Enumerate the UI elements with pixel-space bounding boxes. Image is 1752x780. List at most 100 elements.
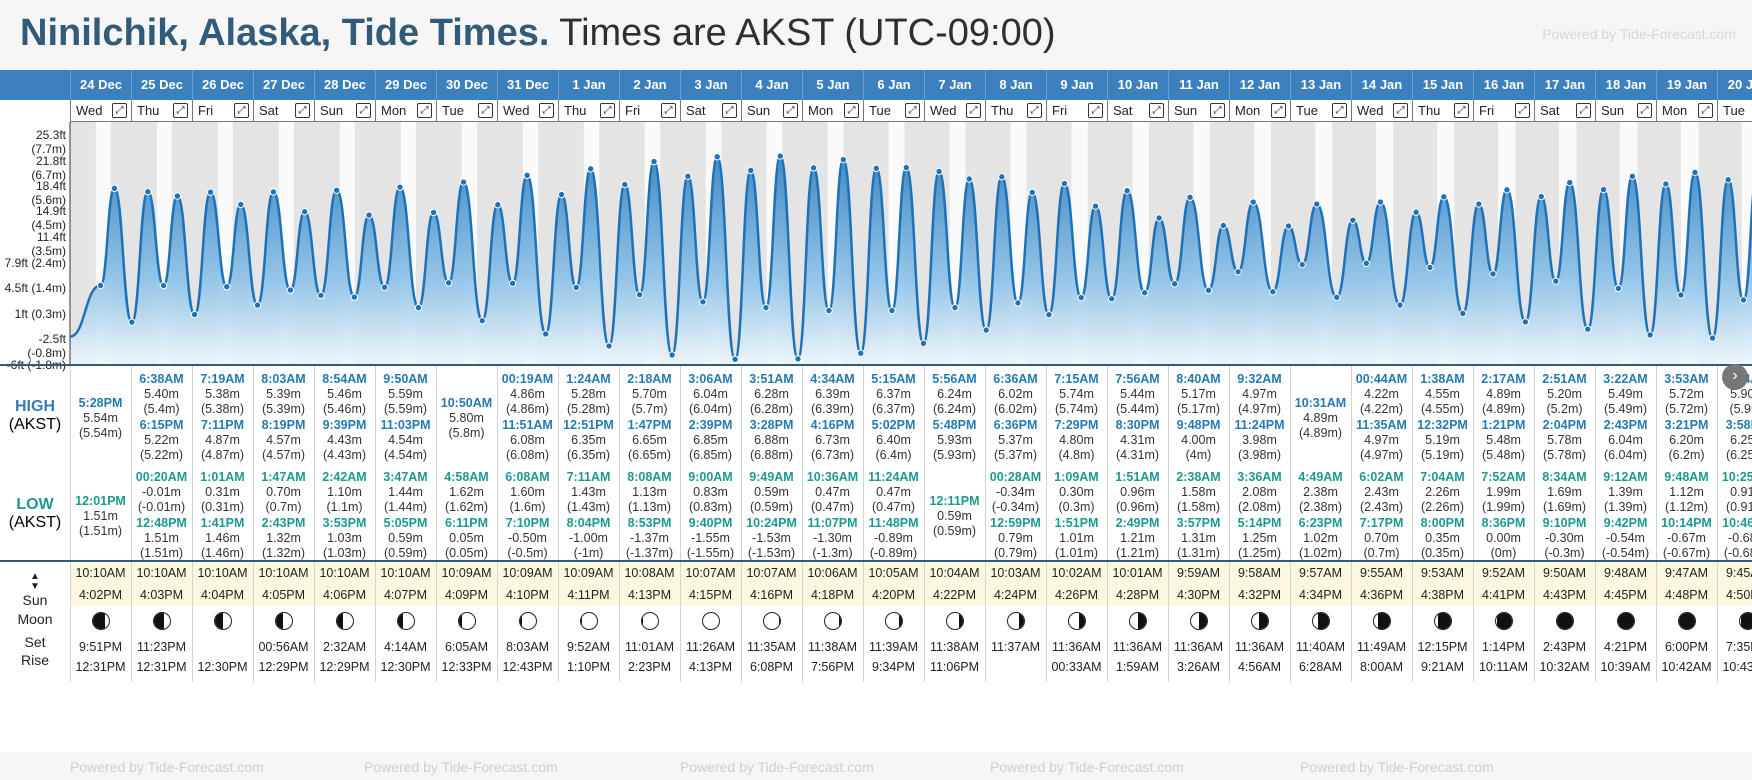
high-tide-point[interactable] <box>839 155 848 164</box>
expand-day-icon[interactable]: ⤢ <box>1088 103 1103 118</box>
expand-day-icon[interactable]: ⤢ <box>966 103 981 118</box>
low-tide-point[interactable] <box>478 317 486 325</box>
expand-day-icon[interactable]: ⤢ <box>783 103 798 118</box>
expand-day-icon[interactable]: ⤢ <box>1637 103 1652 118</box>
low-tide-point[interactable] <box>699 298 707 306</box>
expand-day-icon[interactable]: ⤢ <box>1149 103 1164 118</box>
expand-day-icon[interactable]: ⤢ <box>1210 103 1225 118</box>
high-tide-point[interactable] <box>1249 198 1257 206</box>
footer-powered-by[interactable]: Powered by Tide-Forecast.com <box>70 759 264 775</box>
high-tide-point[interactable] <box>965 175 973 183</box>
low-tide-point[interactable] <box>825 306 833 315</box>
high-tide-point[interactable] <box>872 164 881 173</box>
high-tide-point[interactable] <box>1475 200 1483 208</box>
low-tide-point[interactable] <box>1298 260 1306 269</box>
high-tide-point[interactable] <box>557 190 566 199</box>
footer-powered-by[interactable]: Powered by Tide-Forecast.com <box>1300 759 1494 775</box>
expand-day-icon[interactable]: ⤢ <box>234 103 249 118</box>
low-tide-point[interactable] <box>96 281 105 290</box>
high-tide-point[interactable] <box>1313 200 1321 208</box>
expand-day-icon[interactable]: ⤢ <box>539 103 554 118</box>
scroll-right-button[interactable]: › <box>1722 364 1748 390</box>
low-tide-point[interactable] <box>1077 293 1085 302</box>
expand-day-icon[interactable]: ⤢ <box>1027 103 1042 118</box>
high-tide-point[interactable] <box>1091 202 1100 210</box>
expand-day-icon[interactable]: ⤢ <box>600 103 615 118</box>
high-tide-point[interactable] <box>206 188 215 196</box>
low-tide-point[interactable] <box>128 318 136 326</box>
low-tide-point[interactable] <box>1140 289 1149 297</box>
low-tide-point[interactable] <box>1677 291 1685 299</box>
high-tide-point[interactable] <box>1503 186 1511 194</box>
low-tide-point[interactable] <box>159 281 168 290</box>
high-tide-point[interactable] <box>621 180 629 189</box>
low-tide-point[interactable] <box>1362 259 1371 268</box>
low-tide-point[interactable] <box>286 286 295 294</box>
high-tide-point[interactable] <box>1724 175 1732 184</box>
expand-day-icon[interactable]: ⤢ <box>356 103 371 118</box>
high-tide-point[interactable] <box>998 173 1006 181</box>
low-tide-point[interactable] <box>253 301 262 309</box>
high-tide-point[interactable] <box>1599 185 1608 194</box>
low-tide-point[interactable] <box>317 291 325 300</box>
low-tide-point[interactable] <box>982 326 990 334</box>
expand-day-icon[interactable]: ⤢ <box>1515 103 1530 118</box>
high-tide-point[interactable] <box>494 201 502 209</box>
high-tide-point[interactable] <box>1440 193 1448 201</box>
high-tide-point[interactable] <box>1412 208 1420 216</box>
expand-day-icon[interactable]: ⤢ <box>1454 103 1469 118</box>
low-tide-point[interactable] <box>605 342 613 350</box>
low-tide-point[interactable] <box>888 306 896 315</box>
high-tide-point[interactable] <box>173 192 182 200</box>
low-tide-point[interactable] <box>1269 288 1277 296</box>
low-tide-point[interactable] <box>1489 270 1497 278</box>
low-tide-point[interactable] <box>508 279 517 288</box>
expand-day-icon[interactable]: ⤢ <box>661 103 676 118</box>
high-tide-point[interactable] <box>300 208 309 216</box>
low-tide-point[interactable] <box>1204 286 1213 295</box>
expand-day-icon[interactable]: ⤢ <box>722 103 737 118</box>
low-tide-point[interactable] <box>731 355 739 363</box>
footer-powered-by[interactable]: Powered by Tide-Forecast.com <box>680 759 874 775</box>
high-tide-point[interactable] <box>110 184 119 193</box>
expand-day-icon[interactable]: ⤢ <box>1393 103 1408 118</box>
low-tide-point[interactable] <box>919 339 928 348</box>
low-tide-point[interactable] <box>1108 295 1116 303</box>
low-tide-point[interactable] <box>1708 334 1717 342</box>
high-tide-point[interactable] <box>1537 192 1545 201</box>
low-tide-point[interactable] <box>190 310 199 319</box>
low-tide-point[interactable] <box>794 355 802 363</box>
powered-by-top[interactable]: Powered by Tide-Forecast.com <box>1542 26 1736 42</box>
high-tide-point[interactable] <box>684 172 692 180</box>
low-tide-point[interactable] <box>542 330 550 338</box>
high-tide-point[interactable] <box>332 186 341 194</box>
high-tide-point[interactable] <box>269 188 278 196</box>
high-tide-point[interactable] <box>1662 180 1670 188</box>
high-tide-point[interactable] <box>1376 198 1385 206</box>
high-tide-point[interactable] <box>713 153 721 161</box>
low-tide-point[interactable] <box>1646 331 1654 339</box>
high-tide-point[interactable] <box>429 208 438 217</box>
low-tide-point[interactable] <box>444 279 453 287</box>
footer-powered-by[interactable]: Powered by Tide-Forecast.com <box>990 759 1184 775</box>
high-tide-point[interactable] <box>1284 222 1293 230</box>
high-tide-point[interactable] <box>1186 193 1194 201</box>
low-tide-point[interactable] <box>1584 325 1592 333</box>
low-tide-point[interactable] <box>635 290 644 299</box>
footer-powered-by[interactable]: Powered by Tide-Forecast.com <box>364 759 558 775</box>
expand-day-icon[interactable]: ⤢ <box>1271 103 1286 118</box>
low-tide-point[interactable] <box>1614 284 1623 293</box>
high-tide-point[interactable] <box>747 166 755 175</box>
low-tide-point[interactable] <box>1426 263 1434 272</box>
low-tide-point[interactable] <box>1170 280 1179 288</box>
expand-day-icon[interactable]: ⤢ <box>295 103 310 118</box>
high-tide-point[interactable] <box>586 165 595 173</box>
low-tide-point[interactable] <box>1014 299 1022 307</box>
high-tide-point[interactable] <box>1028 188 1036 197</box>
high-tide-point[interactable] <box>1155 214 1163 222</box>
expand-day-icon[interactable]: ⤢ <box>1576 103 1591 118</box>
low-tide-point[interactable] <box>380 283 389 291</box>
expand-day-icon[interactable]: ⤢ <box>478 103 493 118</box>
low-tide-point[interactable] <box>572 283 580 292</box>
high-tide-point[interactable] <box>650 157 658 166</box>
